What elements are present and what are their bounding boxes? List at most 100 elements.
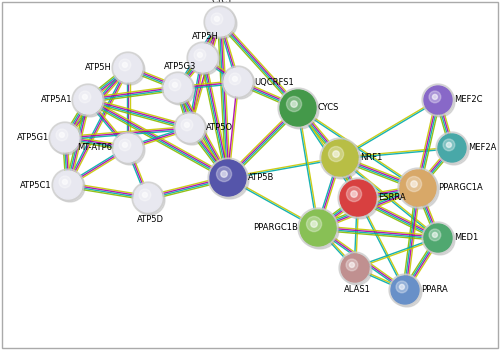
Circle shape bbox=[322, 140, 358, 176]
Circle shape bbox=[232, 76, 237, 82]
Text: ATP5G1: ATP5G1 bbox=[17, 133, 49, 142]
Circle shape bbox=[210, 160, 246, 196]
Text: PPARA: PPARA bbox=[421, 286, 448, 294]
Circle shape bbox=[55, 172, 85, 202]
Circle shape bbox=[176, 114, 204, 142]
Circle shape bbox=[424, 224, 452, 252]
Circle shape bbox=[198, 52, 202, 57]
Circle shape bbox=[439, 135, 469, 165]
Circle shape bbox=[114, 134, 142, 162]
Circle shape bbox=[142, 193, 148, 197]
Text: MED1: MED1 bbox=[454, 233, 478, 243]
Circle shape bbox=[340, 180, 376, 216]
Circle shape bbox=[75, 87, 105, 117]
Circle shape bbox=[59, 176, 71, 188]
Circle shape bbox=[432, 232, 438, 237]
Circle shape bbox=[164, 74, 192, 102]
Circle shape bbox=[411, 181, 418, 187]
Circle shape bbox=[206, 8, 234, 36]
Circle shape bbox=[300, 210, 336, 246]
Circle shape bbox=[115, 135, 145, 165]
Circle shape bbox=[425, 87, 455, 117]
Text: MEF2C: MEF2C bbox=[454, 96, 482, 105]
Circle shape bbox=[122, 62, 128, 68]
Circle shape bbox=[52, 125, 82, 155]
Circle shape bbox=[114, 54, 142, 82]
Circle shape bbox=[216, 167, 232, 182]
Circle shape bbox=[189, 44, 217, 72]
Text: MT-ATP6: MT-ATP6 bbox=[77, 144, 112, 153]
Circle shape bbox=[172, 82, 178, 88]
Circle shape bbox=[211, 13, 223, 25]
Circle shape bbox=[323, 141, 361, 179]
Circle shape bbox=[422, 222, 454, 254]
Circle shape bbox=[184, 122, 190, 127]
Circle shape bbox=[72, 84, 104, 116]
Circle shape bbox=[82, 94, 87, 99]
Circle shape bbox=[119, 59, 131, 71]
Circle shape bbox=[165, 75, 195, 105]
Circle shape bbox=[132, 182, 164, 214]
Circle shape bbox=[224, 68, 252, 96]
Circle shape bbox=[346, 259, 358, 271]
Circle shape bbox=[346, 187, 362, 202]
Circle shape bbox=[311, 221, 318, 227]
Circle shape bbox=[443, 139, 455, 151]
Circle shape bbox=[211, 161, 249, 199]
Text: UQCRFS1: UQCRFS1 bbox=[254, 77, 294, 86]
Circle shape bbox=[301, 211, 339, 249]
Circle shape bbox=[392, 277, 422, 307]
Circle shape bbox=[51, 124, 79, 152]
Circle shape bbox=[389, 274, 421, 306]
Circle shape bbox=[436, 132, 468, 164]
Circle shape bbox=[438, 134, 466, 162]
Text: ATP5G3: ATP5G3 bbox=[164, 62, 196, 71]
Circle shape bbox=[54, 171, 82, 199]
Circle shape bbox=[208, 158, 248, 198]
Circle shape bbox=[425, 225, 455, 255]
Circle shape bbox=[134, 184, 162, 212]
Circle shape bbox=[396, 281, 408, 293]
Circle shape bbox=[306, 217, 322, 232]
Circle shape bbox=[333, 151, 340, 157]
Text: MEF2A: MEF2A bbox=[468, 144, 496, 153]
Circle shape bbox=[338, 178, 378, 218]
Circle shape bbox=[401, 171, 439, 209]
Circle shape bbox=[351, 191, 358, 197]
Circle shape bbox=[62, 180, 68, 184]
Circle shape bbox=[350, 262, 354, 267]
Circle shape bbox=[174, 112, 206, 144]
Circle shape bbox=[52, 169, 84, 201]
Circle shape bbox=[406, 176, 422, 191]
Circle shape bbox=[112, 52, 144, 84]
Circle shape bbox=[432, 94, 438, 99]
Circle shape bbox=[398, 168, 438, 208]
Circle shape bbox=[342, 255, 372, 285]
Text: CYC1: CYC1 bbox=[212, 0, 233, 5]
Circle shape bbox=[207, 9, 237, 39]
Text: ATP5H: ATP5H bbox=[85, 63, 112, 72]
Circle shape bbox=[177, 115, 207, 145]
Circle shape bbox=[339, 252, 371, 284]
Circle shape bbox=[115, 55, 145, 85]
Text: ATP5H: ATP5H bbox=[192, 32, 218, 41]
Text: ESRRA: ESRRA bbox=[378, 194, 406, 203]
Circle shape bbox=[391, 276, 419, 304]
Circle shape bbox=[74, 86, 102, 114]
Circle shape bbox=[286, 97, 302, 112]
Text: PPARGC1B: PPARGC1B bbox=[253, 224, 298, 232]
Circle shape bbox=[135, 185, 165, 215]
Circle shape bbox=[162, 72, 194, 104]
Circle shape bbox=[194, 49, 206, 61]
Circle shape bbox=[139, 189, 151, 201]
Text: ATP5A1: ATP5A1 bbox=[40, 96, 72, 105]
Circle shape bbox=[341, 254, 369, 282]
Circle shape bbox=[112, 132, 144, 164]
Circle shape bbox=[400, 170, 436, 206]
Text: ATP5C1: ATP5C1 bbox=[20, 181, 52, 189]
Text: ATP5D: ATP5D bbox=[136, 215, 164, 224]
Circle shape bbox=[278, 88, 318, 128]
Circle shape bbox=[187, 42, 219, 74]
Circle shape bbox=[291, 101, 298, 107]
Circle shape bbox=[214, 16, 220, 21]
